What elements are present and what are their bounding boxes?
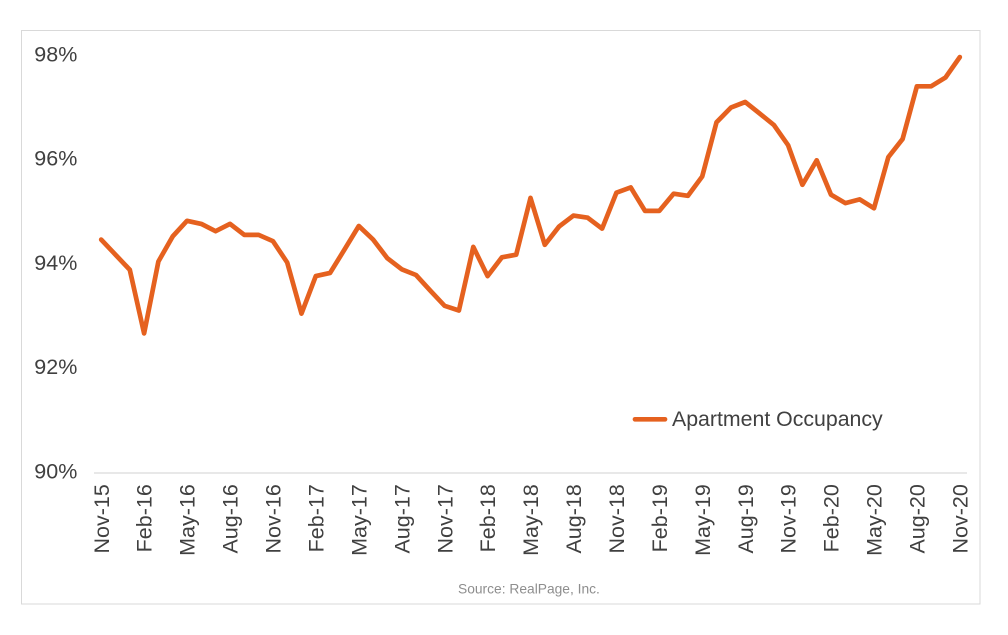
svg-text:Nov-16: Nov-16 xyxy=(262,484,286,553)
svg-text:Nov-15: Nov-15 xyxy=(90,484,114,553)
svg-text:98%: 98% xyxy=(34,43,77,67)
svg-text:Source: RealPage, Inc.: Source: RealPage, Inc. xyxy=(458,582,600,597)
svg-text:Feb-17: Feb-17 xyxy=(305,484,329,552)
svg-text:May-18: May-18 xyxy=(519,484,543,556)
svg-text:90%: 90% xyxy=(34,459,77,483)
svg-text:96%: 96% xyxy=(34,147,77,171)
svg-text:Nov-17: Nov-17 xyxy=(433,484,457,553)
svg-text:Nov-19: Nov-19 xyxy=(777,484,801,553)
svg-text:Aug-18: Aug-18 xyxy=(562,484,586,553)
svg-text:May-20: May-20 xyxy=(863,484,887,556)
svg-text:May-16: May-16 xyxy=(176,484,200,556)
svg-text:Aug-19: Aug-19 xyxy=(734,484,758,553)
svg-text:Aug-20: Aug-20 xyxy=(906,484,930,553)
svg-text:Feb-20: Feb-20 xyxy=(820,484,844,552)
svg-text:Feb-18: Feb-18 xyxy=(476,484,500,552)
svg-text:Feb-19: Feb-19 xyxy=(648,484,672,552)
svg-text:May-17: May-17 xyxy=(347,484,371,556)
svg-text:94%: 94% xyxy=(34,251,77,275)
svg-text:Nov-20: Nov-20 xyxy=(949,484,973,553)
svg-text:Apartment Occupancy: Apartment Occupancy xyxy=(672,407,883,431)
svg-text:May-19: May-19 xyxy=(691,484,715,556)
svg-text:Nov-18: Nov-18 xyxy=(605,484,629,553)
svg-text:Feb-16: Feb-16 xyxy=(133,484,157,552)
svg-text:Aug-17: Aug-17 xyxy=(390,484,414,553)
svg-text:92%: 92% xyxy=(34,355,77,379)
svg-text:Aug-16: Aug-16 xyxy=(219,484,243,553)
